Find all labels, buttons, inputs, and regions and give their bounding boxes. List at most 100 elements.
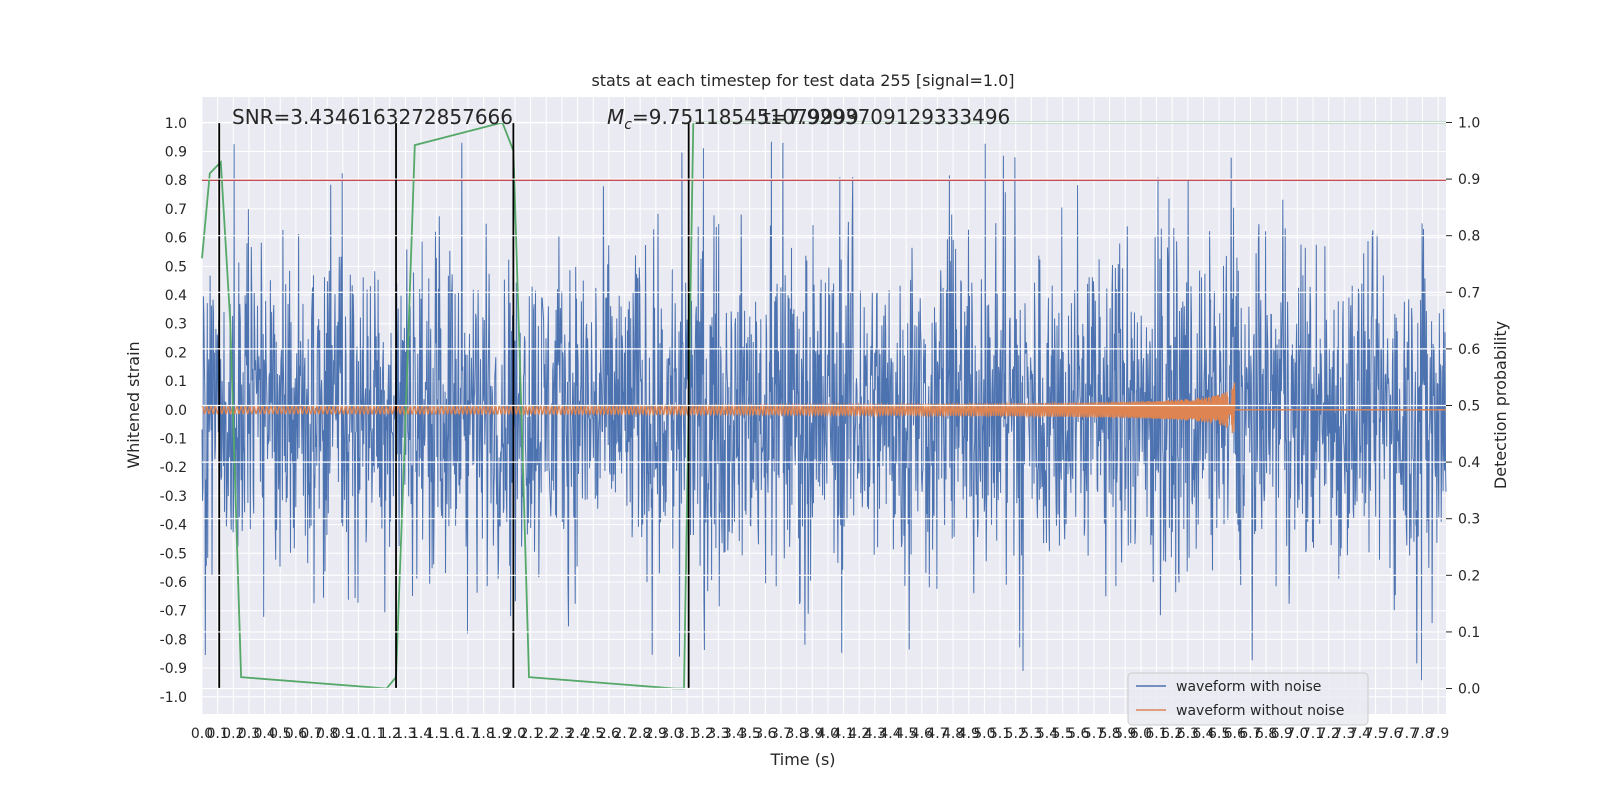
x-tick-label: 1.2	[379, 726, 401, 742]
x-tick-label: 5.8	[1098, 726, 1120, 742]
y2-tick-label: 0.8	[1458, 229, 1480, 245]
x-tick-label: 7.9	[1427, 726, 1449, 742]
x-tick-label: 4.5	[895, 726, 917, 742]
y-tick-label: 0.2	[165, 345, 187, 361]
x-tick-label: 4.6	[911, 726, 933, 742]
y-tick-label: 0.5	[165, 259, 187, 275]
x-tick-label: 0.8	[316, 726, 338, 742]
x-tick-label: 7.3	[1333, 726, 1355, 742]
x-tick-label: 0.0	[191, 726, 213, 742]
y-tick-label: 0.8	[165, 173, 187, 189]
x-tick-label: 5.0	[973, 726, 995, 742]
legend-label-clean: waveform without noise	[1176, 703, 1344, 719]
x-tick-label: 6.6	[1224, 726, 1246, 742]
y-tick-label: -0.4	[160, 518, 187, 534]
x-tick-label: 3.2	[692, 726, 714, 742]
x-tick-label: 6.5	[1208, 726, 1230, 742]
x-tick-label: 7.6	[1380, 726, 1402, 742]
x-tick-label: 6.9	[1271, 726, 1293, 742]
y2-tick-label: 0.0	[1458, 682, 1480, 698]
x-tick-label: 5.7	[1083, 726, 1105, 742]
x-tick-label: 7.8	[1411, 726, 1433, 742]
y-tick-label: -0.5	[160, 546, 187, 562]
x-tick-label: 4.9	[958, 726, 980, 742]
x-tick-label: 0.4	[253, 726, 275, 742]
y2-tick-label: 0.6	[1458, 342, 1480, 358]
x-tick-label: 0.3	[238, 726, 260, 742]
x-tick-label: 2.3	[551, 726, 573, 742]
x-tick-label: 4.4	[879, 726, 901, 742]
waveform-with-noise-line	[201, 141, 1447, 681]
y-tick-label: 0.7	[165, 202, 187, 218]
chart-title: stats at each timestep for test data 255…	[591, 71, 1014, 90]
x-tick-label: 2.7	[613, 726, 635, 742]
y-tick-label: -0.3	[160, 489, 187, 505]
y2-tick-label: 0.3	[1458, 512, 1480, 528]
x-tick-label: 3.9	[801, 726, 823, 742]
y2-axis-label: Detection probability	[1491, 321, 1510, 489]
x-tick-label: 4.1	[832, 726, 854, 742]
x-tick-label: 6.2	[1161, 726, 1183, 742]
x-tick-label: 2.5	[582, 726, 604, 742]
x-tick-label: 6.0	[1130, 726, 1152, 742]
x-tick-label: 1.9	[488, 726, 510, 742]
x-tick-label: 5.4	[1036, 726, 1058, 742]
y-tick-label: -0.2	[160, 460, 187, 476]
x-tick-label: 2.2	[535, 726, 557, 742]
x-tick-label: 1.5	[426, 726, 448, 742]
legend: waveform with noise waveform without noi…	[1127, 672, 1369, 726]
x-tick-label: 0.7	[300, 726, 322, 742]
x-tick-label: 1.0	[347, 726, 369, 742]
snr-annotation: SNR=3.4346163272857666	[232, 105, 513, 129]
x-tick-label: 3.1	[676, 726, 698, 742]
y-tick-label: 0.1	[165, 374, 187, 390]
y-tick-labels: -1.0 -0.9 -0.8 -0.7 -0.6 -0.5 -0.4 -0.3 -0.2 -0.1…	[160, 116, 187, 706]
y-tick-label: -0.6	[160, 575, 187, 591]
x-tick-label: 5.2	[1005, 726, 1027, 742]
x-tick-label: 0.9	[332, 726, 354, 742]
x-tick-label: 1.8	[473, 726, 495, 742]
x-tick-label: 5.6	[1067, 726, 1089, 742]
x-tick-label: 0.2	[222, 726, 244, 742]
mc-annotation: Mc=9.751185451079999	[607, 105, 859, 133]
x-tick-label: 3.5	[739, 726, 761, 742]
x-tick-label: 6.4	[1192, 726, 1214, 742]
x-tick-label: 0.1	[207, 726, 229, 742]
mc-symbol: M	[607, 105, 624, 129]
y-tick-label: -0.7	[160, 604, 187, 620]
y2-tick-label: 0.4	[1458, 455, 1480, 471]
x-axis-label: Time (s)	[769, 750, 835, 769]
x-tick-label: 2.4	[566, 726, 588, 742]
x-tick-label: 0.6	[285, 726, 307, 742]
y-tick-label: -0.1	[160, 432, 187, 448]
y-tick-label: 0.0	[165, 403, 187, 419]
y-tick-label: -0.8	[160, 632, 187, 648]
y2-tick-label: 0.1	[1458, 625, 1480, 641]
x-tick-label: 3.3	[707, 726, 729, 742]
x-tick-label: 7.5	[1364, 726, 1386, 742]
x-tick-label: 3.4	[723, 726, 745, 742]
mc-value: =9.751185451079999	[632, 105, 859, 129]
x-tick-label: 5.5	[1051, 726, 1073, 742]
y2-tick-label: 0.7	[1458, 285, 1480, 301]
x-tick-label: 2.6	[598, 726, 620, 742]
legend-box	[1127, 672, 1369, 726]
x-tick-label: 2.9	[645, 726, 667, 742]
y2-gridlines	[202, 121, 1446, 690]
y-tick-label: -0.9	[160, 661, 187, 677]
x-tick-label: 6.7	[1239, 726, 1261, 742]
x-tick-label: 5.9	[1114, 726, 1136, 742]
x-tick-label: 2.8	[629, 726, 651, 742]
x-tick-label: 4.2	[848, 726, 870, 742]
x-tick-label: 4.8	[942, 726, 964, 742]
x-tick-label: 3.6	[754, 726, 776, 742]
x-tick-labels: 0.00.10.20.30.40.50.60.70.80.91.01.11.21…	[191, 726, 1449, 742]
x-tick-label: 4.7	[926, 726, 948, 742]
x-tick-label: 1.6	[441, 726, 463, 742]
x-tick-label: 2.1	[519, 726, 541, 742]
x-tick-label: 3.0	[660, 726, 682, 742]
y-tick-label: -1.0	[160, 690, 187, 706]
y-tick-label: 0.6	[165, 231, 187, 247]
t-annotation: t=7.9293709129333496	[763, 105, 1010, 129]
